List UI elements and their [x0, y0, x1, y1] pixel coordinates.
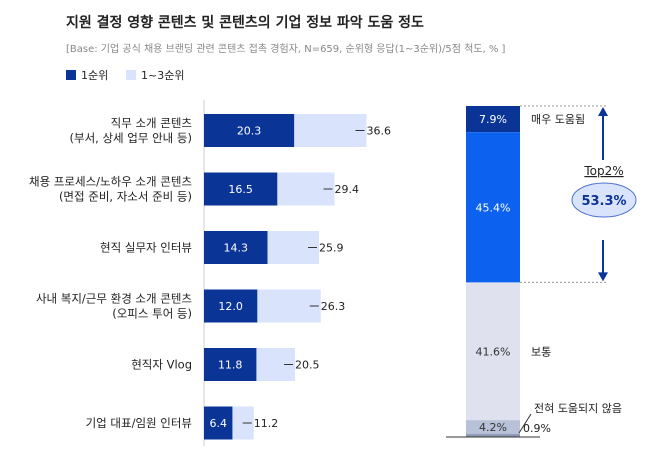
segment-label-neutral: 보통: [531, 345, 551, 358]
bar-value-label-rank1: 14.3: [223, 242, 248, 255]
category-label: 직무 소개 콘텐츠: [111, 116, 192, 130]
bar-rank1: [204, 289, 258, 323]
bar-rank1: [204, 231, 268, 264]
legend-item-rank1to3: 1~3순위: [126, 67, 184, 83]
chart-subtitle: [Base: 기업 공식 채용 브랜딩 관련 콘텐츠 접촉 경험자, N=659…: [66, 44, 506, 55]
segment-label-very-helpful: 매우 도움됨: [531, 113, 585, 126]
stack-value-label: 7.9%: [479, 113, 507, 126]
bar-rank1: [204, 406, 233, 440]
bar-value-label-rank1to3: 11.2: [254, 417, 279, 430]
stack-segment: [466, 132, 520, 283]
bar-value-label-rank1to3: 25.9: [319, 242, 344, 255]
bar-value-label-rank1: 6.4: [209, 417, 227, 430]
bar-value-label-rank1to3: 26.3: [321, 300, 346, 313]
bar-rank1: [204, 348, 257, 381]
legend-swatch-rank1to3: [126, 70, 136, 80]
legend-swatch-rank1: [66, 70, 76, 80]
top2-label: Top2%: [583, 164, 623, 178]
bar-value-label-rank1to3: 36.6: [367, 125, 392, 138]
bar-value-label-rank1: 16.5: [228, 183, 253, 196]
category-label: (면접 준비, 자소서 준비 등): [59, 190, 192, 204]
bar-value-label-rank1to3: 29.4: [335, 183, 360, 196]
stack-value-label: 41.6%: [476, 345, 511, 358]
horizontal-bar-chart: 20.3 36.6 직무 소개 콘텐츠(부서, 상세 업무 안내 등) 16.5 29.…: [29, 114, 391, 440]
stack-segment: [466, 420, 520, 435]
bar-rank1: [204, 114, 295, 147]
category-label: 기업 대표/임원 인터뷰: [86, 416, 192, 430]
category-label: (부서, 상세 업무 안내 등): [70, 131, 192, 145]
category-label: 사내 복지/근무 환경 소개 콘텐츠: [36, 292, 192, 306]
bar-value-label-rank1to3: 20.5: [295, 359, 320, 372]
segment-value-not-helpful: 0.9%: [523, 422, 551, 435]
bar-value-label-rank1: 11.8: [218, 359, 243, 372]
top2-arrow-head-down: [598, 272, 608, 282]
segment-label-not-helpful: 전혀 도움되지 않음: [534, 402, 622, 415]
top2-arrow-head-up: [598, 107, 608, 116]
chart-title: 지원 결정 영향 콘텐츠 및 콘텐츠의 기업 정보 파악 도움 정도: [66, 15, 424, 31]
top2-value: 53.3%: [581, 194, 626, 209]
category-label: (오피스 투어 등): [112, 307, 192, 321]
legend-label-rank1: 1순위: [81, 69, 109, 82]
stack-segment: [466, 282, 520, 421]
stack-value-label: 45.4%: [476, 201, 511, 214]
top2-value-badge: [571, 182, 637, 218]
bar-value-label-rank1: 20.3: [237, 125, 262, 138]
segment-leader: [518, 413, 532, 434]
legend-label-rank1to3: 1~3순위: [141, 69, 185, 82]
category-label: 채용 프로세스/노하우 소개 콘텐츠: [29, 175, 192, 189]
bar-value-label-rank1: 12.0: [218, 300, 243, 313]
stack-segment: [466, 106, 520, 133]
legend-item-rank1: 1순위: [66, 67, 108, 83]
stack-value-label: 4.2%: [479, 421, 507, 434]
stack-segment: [466, 434, 520, 437]
category-label: 현직자 Vlog: [131, 358, 192, 372]
category-label: 현직 실무자 인터뷰: [100, 241, 192, 255]
bar-rank1: [204, 172, 278, 206]
